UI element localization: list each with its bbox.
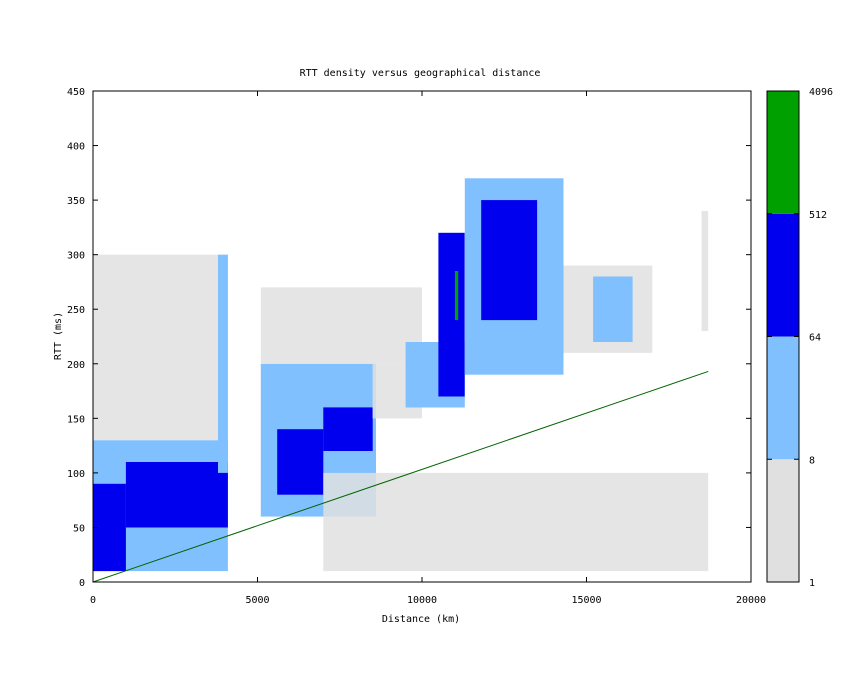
colorbar-tick-label: 64 bbox=[809, 333, 821, 344]
density-cell bbox=[93, 254, 228, 441]
density-cell bbox=[438, 232, 465, 397]
y-tick-label: 0 bbox=[79, 578, 85, 589]
y-tick-label: 450 bbox=[67, 87, 85, 98]
density-cell bbox=[277, 429, 324, 495]
y-tick-label: 100 bbox=[67, 469, 85, 480]
colorbar-tick-label: 512 bbox=[809, 210, 827, 221]
density-cell bbox=[93, 483, 126, 572]
density-cell bbox=[593, 276, 633, 342]
colorbar-band bbox=[767, 213, 799, 337]
density-cell bbox=[323, 407, 373, 451]
x-tick-label: 10000 bbox=[407, 595, 437, 606]
density-cell bbox=[125, 462, 228, 528]
x-axis-ticks: 0 5000 10000 15000 20000 bbox=[90, 91, 766, 606]
colorbar-tick-label: 4096 bbox=[809, 87, 833, 98]
colorbar-tick-label: 1 bbox=[809, 578, 815, 589]
x-tick-label: 20000 bbox=[736, 595, 766, 606]
y-tick-label: 350 bbox=[67, 196, 85, 207]
colorbar-band bbox=[767, 336, 799, 460]
y-tick-label: 200 bbox=[67, 360, 85, 371]
colorbar-band bbox=[767, 459, 799, 582]
y-tick-label: 50 bbox=[73, 523, 85, 534]
density-cell bbox=[218, 254, 228, 473]
colorbar bbox=[767, 91, 799, 582]
y-axis-label: RTT (ms) bbox=[53, 312, 64, 360]
density-cell bbox=[260, 287, 422, 364]
x-tick-label: 5000 bbox=[245, 595, 269, 606]
x-axis-label: Distance (km) bbox=[382, 614, 460, 625]
colorbar-band bbox=[767, 91, 799, 214]
density-cell bbox=[701, 211, 709, 331]
y-tick-label: 400 bbox=[67, 142, 85, 153]
density-cell bbox=[481, 200, 538, 321]
y-axis-ticks: 0 50 100 150 200 250 300 350 400 450 bbox=[67, 87, 751, 589]
density-cells bbox=[93, 178, 709, 572]
colorbar-tick-label: 8 bbox=[809, 455, 815, 466]
y-tick-label: 150 bbox=[67, 414, 85, 425]
x-tick-label: 0 bbox=[90, 595, 96, 606]
reference-line bbox=[92, 370, 709, 583]
x-tick-label: 15000 bbox=[571, 595, 601, 606]
colorbar-ticks: 1 8 64 512 4096 bbox=[767, 87, 833, 589]
chart-title: RTT density versus geographical distance bbox=[300, 68, 541, 79]
y-tick-label: 250 bbox=[67, 305, 85, 316]
density-cell bbox=[454, 271, 459, 321]
density-cell bbox=[323, 472, 709, 572]
y-tick-label: 300 bbox=[67, 251, 85, 262]
